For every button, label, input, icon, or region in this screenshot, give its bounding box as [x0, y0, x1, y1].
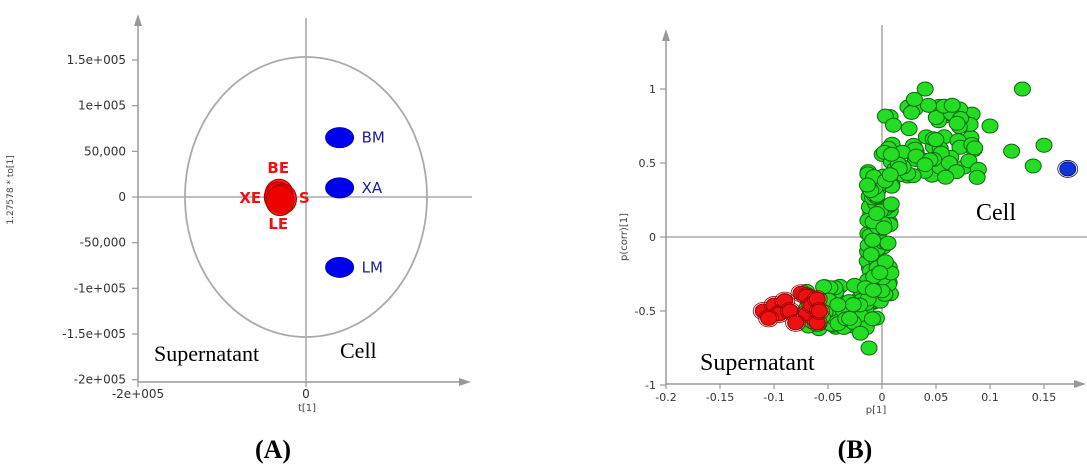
panel-b-point-green — [1024, 158, 1042, 174]
panel-b-xlabel: p[1] — [866, 405, 887, 416]
panel-a-ytick-label: 50,000 — [84, 144, 126, 158]
panel-b-xtick-label: -0.1 — [763, 391, 784, 404]
panel-b-point-green — [858, 177, 876, 193]
panel-a-ytick-label: -1.5e+005 — [62, 327, 126, 341]
panel-b-xtick-label: 0 — [879, 391, 886, 404]
panel-b-point-green — [864, 232, 882, 248]
panel-b-xtick-label: 0.05 — [924, 391, 949, 404]
panel-b-point-green — [943, 97, 961, 113]
panel-a-point-bm — [325, 127, 355, 149]
panel-b-point-green — [968, 169, 986, 185]
panel-a-confidence-ellipse — [184, 56, 428, 338]
panel-b-xtick-label: 0.1 — [981, 391, 999, 404]
panel-a-x-axis-arrow — [459, 378, 471, 386]
panel-b-point-red — [810, 303, 828, 319]
panel-b-xtick-label: 0.15 — [1032, 391, 1057, 404]
panel-b-point-ring-blue — [1057, 160, 1079, 178]
panel-b-point-green — [829, 297, 847, 313]
panel-b-point-green — [881, 167, 899, 183]
panel-b-point-green — [882, 196, 900, 212]
panel-b-label: (B) — [838, 435, 873, 464]
panel-a-point-label-s: S — [299, 189, 310, 207]
panel-b-point-green — [871, 265, 889, 281]
panel-b-ytick-label: -1 — [645, 379, 656, 392]
panel-a-region-supernatant: Supernatant — [154, 341, 259, 366]
panel-a-xtick-label: -2e+005 — [112, 387, 164, 401]
panel-b-ylabel: p(corr)[1] — [619, 213, 630, 261]
panel-a-ytick-label: 0 — [118, 190, 126, 204]
panel-b-point-green — [815, 279, 833, 295]
panel-a-point-label-lm: LM — [362, 258, 383, 276]
panel-b-point-green — [1035, 137, 1053, 153]
panel-b-ytick-label: 0.5 — [639, 157, 657, 170]
panel-b-point-green — [905, 91, 923, 107]
panel-a-point-xa — [325, 177, 355, 199]
panel-a-point-label-be: BE — [267, 159, 289, 177]
panel-a-point-le — [265, 185, 295, 217]
panel-b-point-green — [884, 117, 902, 133]
panel-a-xlabel: t[1] — [298, 403, 316, 414]
panel-a-ytick-label: -50,000 — [80, 236, 126, 250]
panel-a-xtick-label: 0 — [302, 387, 310, 401]
panel-b-point-green — [868, 205, 886, 221]
panel-a: 1.5e+005 1e+005 50,000 0 -50,000 -1e+005 -1.5e… — [6, 14, 472, 414]
panel-b-point-green — [916, 157, 934, 173]
panel-b-point-green — [864, 282, 882, 298]
panel-a-region-cell: Cell — [340, 338, 377, 363]
panel-a-ylabel: 1.27578 * to[1] — [6, 155, 16, 224]
panel-a-point-label-xe: XE — [239, 189, 261, 207]
panel-b-point-ring-red — [758, 309, 779, 328]
panel-b-ytick-label: -0.5 — [635, 305, 656, 318]
panel-b-point-green — [882, 146, 900, 162]
panel-a-y-axis-arrow — [134, 14, 142, 26]
panel-b-point-green — [900, 121, 918, 137]
panel-b-xtick-label: -0.15 — [706, 391, 734, 404]
panel-b-point-green — [966, 140, 984, 156]
panel-a-label: (A) — [255, 435, 291, 464]
panel-a-point-label-bm: BM — [362, 129, 385, 147]
panel-b-point-green — [1003, 143, 1021, 159]
panel-b-x-axis-arrow — [1074, 380, 1086, 388]
panel-b-point-green — [919, 97, 937, 113]
panel-a-point-lm — [325, 256, 355, 278]
panel-b-point-green — [937, 169, 955, 185]
panel-b-xtick-label: -0.2 — [655, 391, 676, 404]
panel-b-point-ring-red — [808, 302, 830, 320]
panel-b-ytick-label: 1 — [649, 83, 656, 96]
panel-a-point-label-xa: XA — [362, 179, 383, 197]
panel-b-xtick-label: -0.05 — [814, 391, 842, 404]
panel-b-point-green — [916, 81, 934, 97]
panel-b-region-cell: Cell — [976, 200, 1016, 226]
panel-b-point-green — [1013, 81, 1031, 97]
panel-b-point-green — [981, 118, 999, 134]
panel-a-ytick-label: -1e+005 — [74, 281, 126, 295]
panel-a-ytick-label: -2e+005 — [74, 373, 126, 387]
panel-b-point-green — [875, 220, 893, 236]
panel-b-point-ring-red — [785, 313, 806, 332]
panel-b-point-blue — [1059, 161, 1077, 177]
panel-b-point-green — [863, 311, 881, 327]
panel-b-point-green — [927, 132, 945, 148]
panel-b-point-green — [841, 310, 859, 326]
panel-b-point-green — [860, 340, 878, 356]
panel-a-point-label-le: LE — [268, 215, 288, 233]
panel-b-point-green — [844, 297, 862, 313]
panel-b-region-supernatant: Supernatant — [700, 350, 815, 376]
panel-b-point-green — [851, 325, 869, 341]
panel-b-point-red — [787, 315, 805, 331]
panel-b-y-axis-arrow — [662, 29, 670, 41]
panel-b-point-green — [948, 115, 966, 131]
panel-b-point-green — [862, 246, 880, 262]
panel-b-point-red — [760, 310, 778, 326]
panel-a-ytick-label: 1e+005 — [78, 99, 126, 113]
panel-b-point-green — [903, 104, 921, 120]
panel-b: 1 0.5 0 -0.5 -1 -0.2 -0.15 -0.1 -0.05 0 0.05 0.1 0.… — [619, 25, 1087, 416]
panel-a-ytick-label: 1.5e+005 — [67, 53, 126, 67]
panel-b-point-green — [879, 235, 897, 251]
panel-b-ytick-label: 0 — [649, 231, 656, 244]
